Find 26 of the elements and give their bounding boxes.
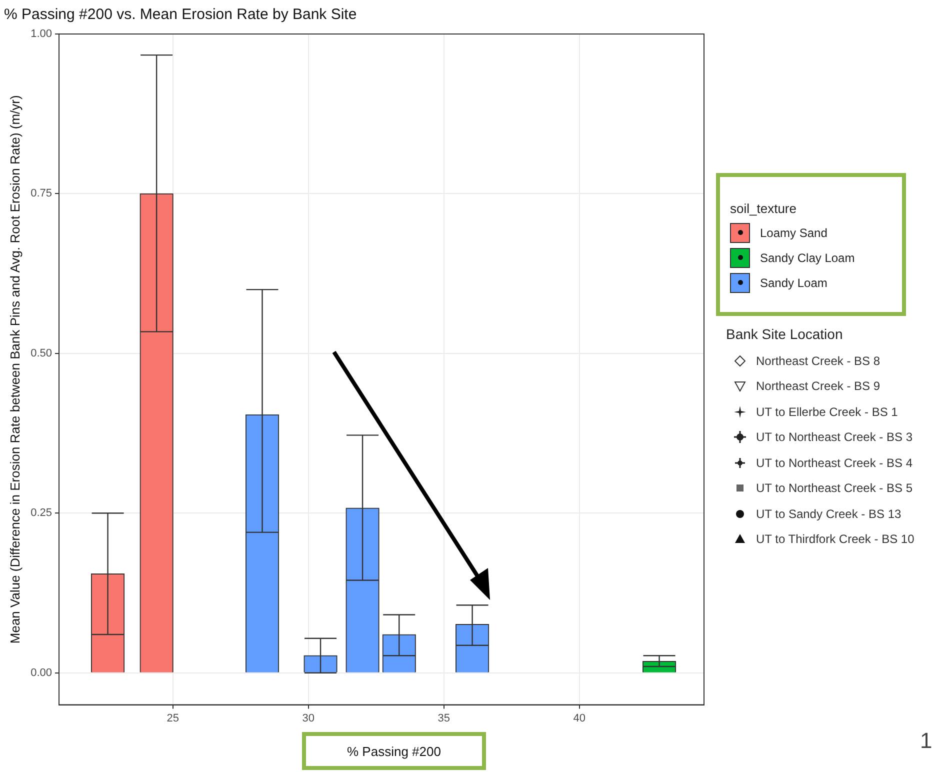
chart-title: % Passing #200 vs. Mean Erosion Rate by Bank Site: [4, 6, 357, 24]
y-tick-label: 0.50: [30, 347, 52, 360]
text: UT to Ellerbe Creek - BS 1: [756, 404, 898, 419]
text: UT to Thirdfork Creek - BS 10: [756, 532, 914, 546]
text: 1: [920, 728, 932, 754]
legend-label: Sandy Loam: [760, 276, 828, 290]
y-tick-label: 0.75: [30, 188, 52, 200]
text: Northeast Creek - BS 9: [756, 379, 880, 394]
x-tick-label: 25: [166, 712, 179, 724]
text: Northeast Creek - BS 8: [756, 354, 880, 368]
x-axis-title: % Passing #200: [302, 732, 486, 770]
text: UT to Northeast Creek - BS 3: [756, 430, 913, 444]
legend-label: Sandy Clay Loam: [760, 250, 855, 264]
legend-label: Loamy Sand: [760, 226, 828, 240]
y-tick-label: 0.25: [30, 507, 52, 520]
legend-title: soil_texture: [730, 201, 798, 216]
x-tick-label: 35: [438, 712, 450, 724]
y-axis-title: Mean Value (Difference in Erosion Rate between Bank Pins and Avg. Root Erosion Rate) (m/yr): [7, 95, 22, 644]
text: Bank Site Location: [726, 326, 844, 342]
x-tick-label: 30: [302, 712, 314, 724]
y-tick-label: 1.00: [30, 28, 52, 40]
y-tick-label: 0.00: [30, 666, 52, 679]
text: UT to Northeast Creek - BS 5: [756, 481, 913, 496]
text: UT to Sandy Creek - BS 13: [756, 506, 902, 521]
x-tick-label: 40: [573, 712, 586, 724]
text: UT to Northeast Creek - BS 4: [756, 456, 913, 470]
